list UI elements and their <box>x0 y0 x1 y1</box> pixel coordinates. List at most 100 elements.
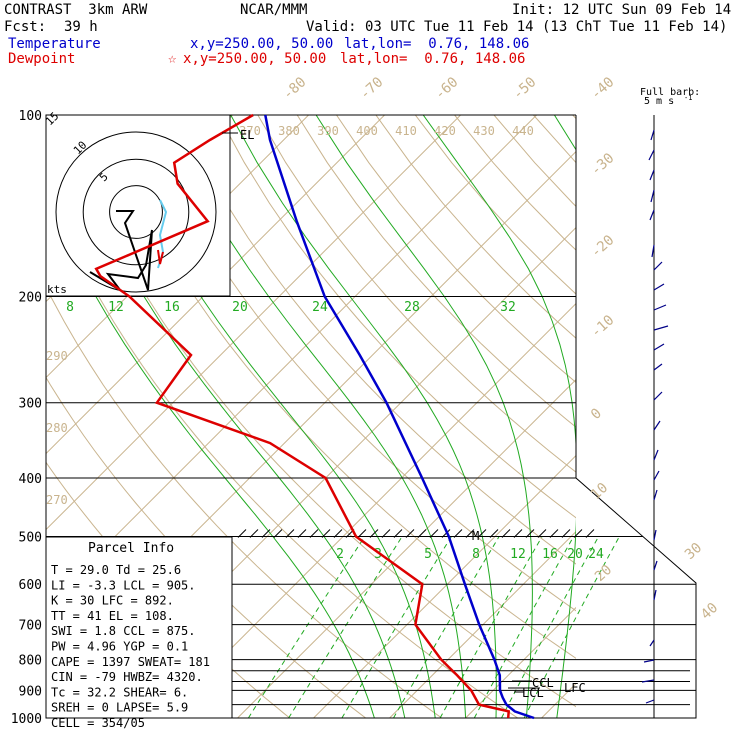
wind-barb <box>653 261 663 271</box>
hatch-mark <box>309 529 319 538</box>
temperature-label: Temperature <box>8 36 101 52</box>
pressure-tick-label: 700 <box>19 619 42 634</box>
hatch-mark <box>453 529 463 538</box>
moist-adiabat <box>422 115 576 718</box>
isotherm-label: 0 <box>588 405 605 423</box>
mixing-ratio-line <box>393 537 500 718</box>
hatch-mark <box>273 529 283 538</box>
mixing-ratio-label: 5 <box>424 547 432 562</box>
dry-adiabat <box>336 115 576 384</box>
theta-label-left: 270 <box>46 493 68 507</box>
barb-label-sup: -1 <box>684 94 692 102</box>
parcel-info-row: CIN = -79 HWBZ= 4320. <box>51 670 203 684</box>
mixing-ratio-line <box>439 537 543 718</box>
valid-time: Valid: 03 UTC Tue 11 Feb 14 (13 ChT Tue … <box>306 19 728 35</box>
wind-barb <box>653 589 657 601</box>
mixing-ratio-label: 12 <box>510 547 526 562</box>
hatch-mark <box>333 529 343 538</box>
isotherm-label: -40 <box>588 74 618 103</box>
wind-barb <box>653 391 663 401</box>
hatch-mark <box>441 529 451 538</box>
wind-barb <box>643 659 655 663</box>
wind-barb <box>653 304 667 311</box>
mixing-ratio-label: 16 <box>542 547 558 562</box>
dry-adiabat <box>99 115 576 659</box>
hatch-mark <box>525 529 535 538</box>
isotherm <box>389 530 576 718</box>
mixing-ratio-label: 24 <box>588 547 604 562</box>
hodograph-ring <box>82 158 190 266</box>
isotherm-label: 30 <box>682 540 705 563</box>
mixing-ratio-label: 2 <box>336 547 344 562</box>
wind-barb <box>653 449 659 461</box>
mixing-ratio-line <box>341 537 452 718</box>
moist-adiabat-label: 28 <box>404 300 420 315</box>
wind-barb <box>650 129 655 141</box>
pressure-tick-label: 500 <box>19 530 42 545</box>
pressure-tick-label: 100 <box>19 109 42 124</box>
hatch-mark <box>261 529 271 538</box>
parcel-info-row: SWI = 1.8 CCL = 875. <box>51 624 196 638</box>
moist-adiabat <box>315 115 533 718</box>
hatch-mark <box>549 529 559 538</box>
isotherm-label: -70 <box>357 74 387 103</box>
parcel-info-row: K = 30 LFC = 892. <box>51 594 174 608</box>
wind-barb <box>653 343 665 351</box>
hatch-mark <box>249 529 259 538</box>
hatch-mark <box>465 529 475 538</box>
hatch-mark <box>321 529 331 538</box>
temperature-xy: x,y=250.00, 50.00 <box>190 36 334 52</box>
isotherm <box>618 115 740 718</box>
wind-barb <box>653 325 669 331</box>
theta-label: 400 <box>356 124 378 138</box>
isotherm <box>541 682 576 718</box>
hatch-mark <box>513 529 523 538</box>
hodograph-ring <box>109 185 163 239</box>
dry-adiabat <box>375 115 576 339</box>
theta-label-left: 280 <box>46 421 68 435</box>
isotherm-label: -20 <box>588 232 618 261</box>
pressure-tick-label: 800 <box>19 654 42 669</box>
pressure-tick-label: 600 <box>19 578 42 593</box>
hatch-mark <box>393 529 403 538</box>
pressure-tick-label: 200 <box>19 291 42 306</box>
hatch-mark <box>237 529 247 538</box>
hatch-mark <box>489 529 499 538</box>
theta-label: 410 <box>395 124 417 138</box>
barb-label-1: Full barb: <box>640 87 700 98</box>
pressure-tick-label: 900 <box>19 684 42 699</box>
fcst-label: Fcst: <box>4 19 47 35</box>
theta-label: 380 <box>278 124 300 138</box>
moist-adiabat <box>58 115 406 718</box>
mixing-ratio-line <box>501 537 599 718</box>
hatch-mark <box>501 529 511 538</box>
fcst-value: 39 h <box>64 19 98 35</box>
parcel-info-row: TT = 41 EL = 108. <box>51 609 174 623</box>
moist-adiabat <box>161 115 467 718</box>
wind-barb <box>649 639 655 647</box>
moist-adiabat-label: 12 <box>108 300 124 315</box>
isotherm-label: 40 <box>698 600 721 623</box>
isotherm-label: -30 <box>588 150 618 179</box>
dry-adiabat <box>612 115 740 718</box>
parcel-info-row: T = 29.0 Td = 25.6 <box>51 563 181 577</box>
hatch-mark <box>405 529 415 538</box>
parcel-info-row: CAPE = 1397 SWEAT= 181 <box>51 655 210 669</box>
mixing-ratio-label: 20 <box>567 547 583 562</box>
hatch-mark <box>417 529 427 538</box>
level-markers: EL M CCL LFC LCL <box>222 128 586 700</box>
center-name: NCAR/MMM <box>240 2 308 18</box>
el-marker: EL <box>240 128 254 142</box>
pressure-tick-label: 300 <box>19 397 42 412</box>
theta-label: 430 <box>473 124 495 138</box>
wind-barb <box>653 420 661 431</box>
dry-adiabat <box>296 115 576 428</box>
header: CONTRAST 3km ARW NCAR/MMM Init: 12 UTC S… <box>0 0 740 70</box>
isotherm <box>46 115 461 531</box>
isotherm-label: -50 <box>510 74 540 103</box>
wind-barbs: Full barb: 5 m s -1 <box>640 87 700 718</box>
dry-adiabat <box>139 115 576 612</box>
theta-label: 390 <box>317 124 339 138</box>
wind-barb <box>648 149 655 161</box>
dry-adiabat <box>533 115 576 164</box>
